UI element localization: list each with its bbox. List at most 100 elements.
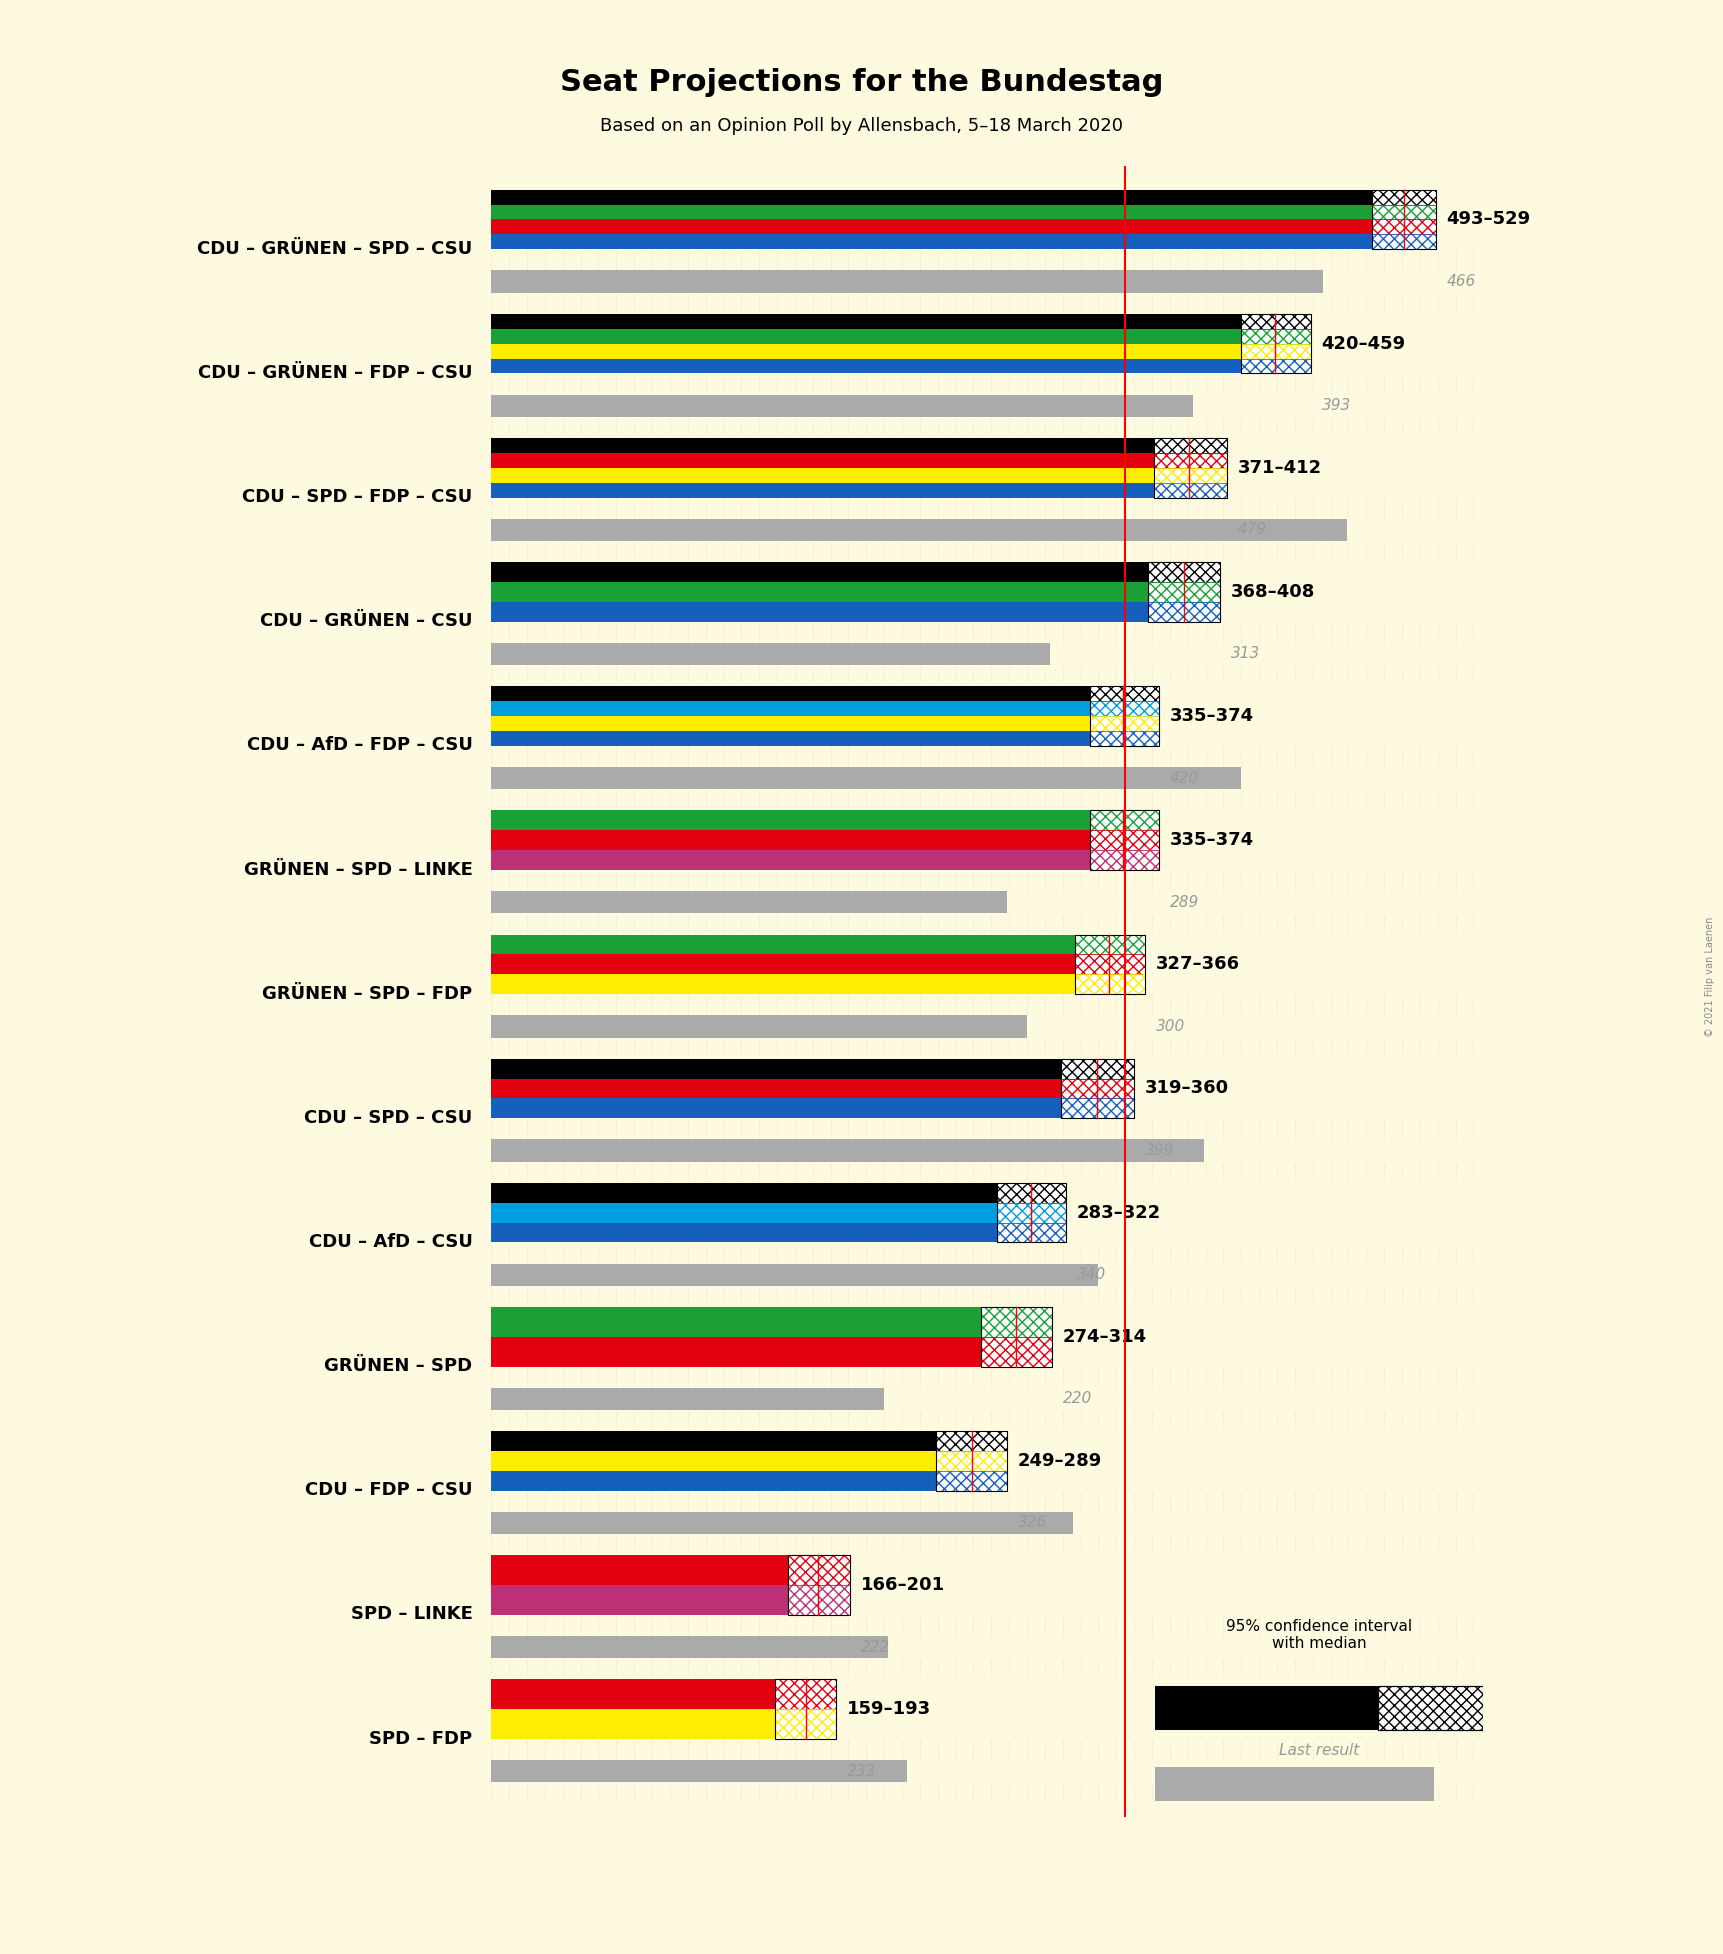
Bar [491, 602, 1220, 621]
Bar [1377, 1686, 1482, 1729]
Text: 249–289: 249–289 [1018, 1452, 1101, 1469]
Bar [1148, 563, 1220, 621]
Bar [787, 1555, 849, 1585]
Bar [1153, 438, 1227, 453]
Bar [491, 1264, 1098, 1286]
Bar [491, 1710, 836, 1739]
Bar [491, 830, 1158, 850]
Bar [491, 643, 1049, 664]
Bar [491, 344, 1309, 358]
Bar [936, 1471, 1006, 1491]
Bar [996, 1223, 1065, 1243]
Bar [1377, 1686, 1482, 1729]
Bar [980, 1337, 1051, 1366]
Bar [491, 768, 1241, 789]
Text: 399: 399 [1144, 1143, 1173, 1159]
Bar [1075, 975, 1144, 995]
Bar [491, 453, 1227, 467]
Bar [1372, 234, 1435, 250]
Bar [1060, 1098, 1134, 1118]
Bar [1060, 1059, 1134, 1118]
Bar [775, 1710, 836, 1739]
Bar [491, 715, 1158, 731]
Text: Seat Projections for the Bundestag: Seat Projections for the Bundestag [560, 68, 1163, 98]
Bar [1148, 563, 1220, 582]
Bar [491, 467, 1227, 483]
Bar [1241, 344, 1309, 358]
Text: 466: 466 [1446, 274, 1475, 289]
Text: 319–360: 319–360 [1144, 1079, 1228, 1098]
Text: 340: 340 [1077, 1268, 1106, 1282]
Bar [980, 1307, 1051, 1366]
Bar [1075, 954, 1144, 975]
Text: 159–193: 159–193 [846, 1700, 930, 1718]
Bar [936, 1452, 1006, 1471]
Bar [1241, 344, 1309, 358]
Bar [491, 1204, 1065, 1223]
Text: 313: 313 [1230, 647, 1260, 662]
Text: 393: 393 [1322, 399, 1351, 412]
Bar [491, 518, 1346, 541]
Bar [1089, 715, 1158, 731]
Bar [1075, 975, 1144, 995]
Bar [1075, 954, 1144, 975]
Bar [1241, 358, 1309, 373]
Bar [1089, 830, 1158, 850]
Bar [787, 1555, 849, 1585]
Bar [1241, 358, 1309, 373]
Bar [491, 686, 1158, 701]
Bar [491, 395, 1192, 416]
Bar [1089, 686, 1158, 746]
Bar [1089, 811, 1158, 830]
Bar [1148, 563, 1220, 582]
Bar [1089, 731, 1158, 746]
Bar [1060, 1079, 1134, 1098]
Bar [1153, 483, 1227, 498]
Bar [491, 1337, 1051, 1366]
Bar [491, 1139, 1203, 1163]
Text: 233: 233 [846, 1764, 875, 1778]
Bar [980, 1307, 1051, 1337]
Bar [1377, 1686, 1482, 1729]
Bar [491, 1635, 887, 1659]
Bar [1372, 234, 1435, 250]
Bar [1089, 811, 1158, 870]
Bar [1089, 701, 1158, 715]
Bar [491, 563, 1220, 582]
Text: 220: 220 [1061, 1391, 1091, 1407]
Bar [1148, 582, 1220, 602]
Text: 300: 300 [1154, 1018, 1184, 1034]
Bar [491, 1079, 1134, 1098]
Bar [491, 1555, 849, 1585]
Bar [491, 1430, 1006, 1452]
Bar [491, 438, 1227, 453]
Bar [1372, 219, 1435, 234]
Bar [491, 358, 1309, 373]
Bar [491, 934, 1144, 954]
Bar [980, 1337, 1051, 1366]
Bar [787, 1555, 849, 1614]
Bar [491, 1471, 1006, 1491]
Bar [1241, 315, 1309, 328]
Text: 479: 479 [1237, 522, 1266, 537]
Bar [491, 328, 1309, 344]
Bar [491, 1223, 1065, 1243]
Bar [491, 891, 1006, 913]
Text: 95% confidence interval
with median: 95% confidence interval with median [1225, 1618, 1411, 1651]
Bar [491, 1585, 849, 1614]
Bar [775, 1678, 836, 1710]
Bar [1153, 438, 1227, 453]
Bar [996, 1204, 1065, 1223]
Bar [1372, 205, 1435, 219]
Bar [1241, 315, 1309, 328]
Bar [1153, 453, 1227, 467]
Bar [936, 1471, 1006, 1491]
Bar [1089, 715, 1158, 731]
Bar [936, 1430, 1006, 1452]
Bar [996, 1182, 1065, 1243]
Text: 335–374: 335–374 [1170, 830, 1253, 850]
Bar [491, 1016, 1027, 1038]
Bar [1075, 934, 1144, 954]
Bar [1241, 328, 1309, 344]
Bar [1089, 850, 1158, 870]
